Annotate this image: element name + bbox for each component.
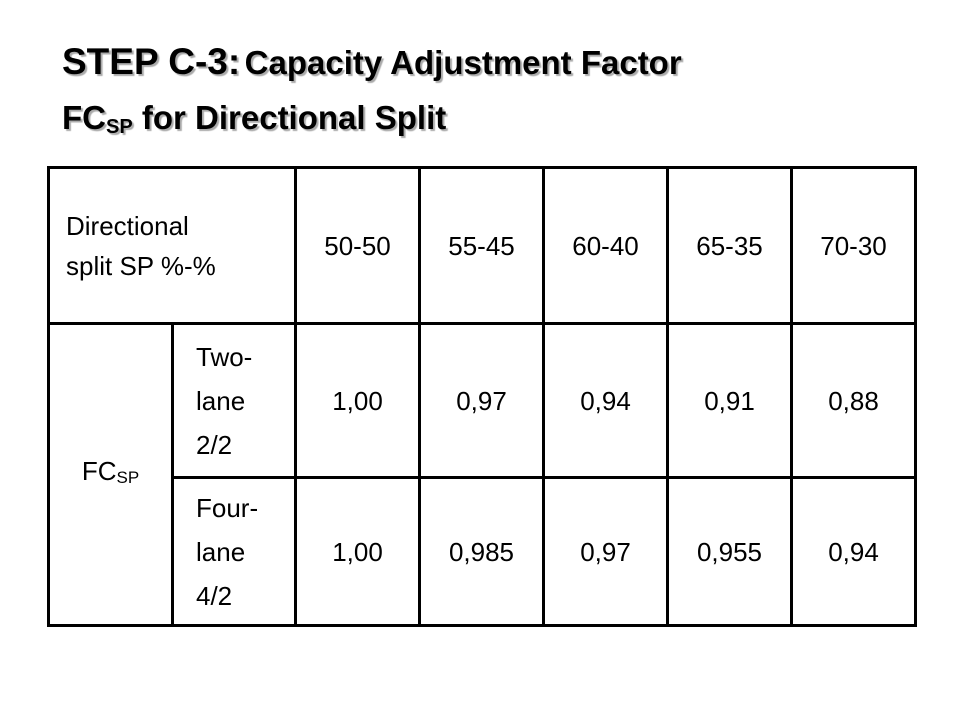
table-row: Four-lane 4/2 1,00 0,985 0,97 0,955 0,94 [49,476,917,627]
row-label: Two-lane 2/2 [171,322,297,479]
title-text: for Directional Split [141,99,447,136]
row-label: Four-lane 4/2 [171,476,297,627]
slide-title: STEP C-3: Capacity Adjustment Factor FCS… [62,38,682,151]
table-cell: 1,00 [294,476,421,627]
column-header: 50-50 [294,166,421,325]
group-label: FC [81,456,117,486]
title-step: STEP C-3: [62,41,241,82]
table-row: FCSP Two-lane 2/2 1,00 0,97 0,94 0,91 0,88 [47,322,917,627]
title-text: Capacity Adjustment Factor [244,44,682,81]
column-header: 55-45 [418,166,545,325]
column-header: 60-40 [542,166,669,325]
table-cell: 0,94 [542,322,669,479]
table-cell: 0,88 [790,322,917,479]
row-group-label: FCSP [47,322,174,627]
table-cell: 0,97 [542,476,669,627]
header-row: Directional split SP %-% 50-50 55-45 60-40… [47,166,917,325]
factor-table: Directional split SP %-% 50-50 55-45 60-40… [47,166,917,627]
group-label-sub: SP [116,468,140,487]
column-header: 65-35 [666,166,793,325]
table-cell: 1,00 [294,322,421,479]
table-cell: 0,985 [418,476,545,627]
table-cell: 0,97 [418,322,545,479]
table-cell: 0,94 [790,476,917,627]
title-factor-sub: SP [106,116,133,138]
table-cell: 0,955 [666,476,793,627]
header-label: Directional split SP %-% [47,166,297,325]
title-factor: FC [62,99,106,136]
column-header: 70-30 [790,166,917,325]
table-cell: 0,91 [666,322,793,479]
